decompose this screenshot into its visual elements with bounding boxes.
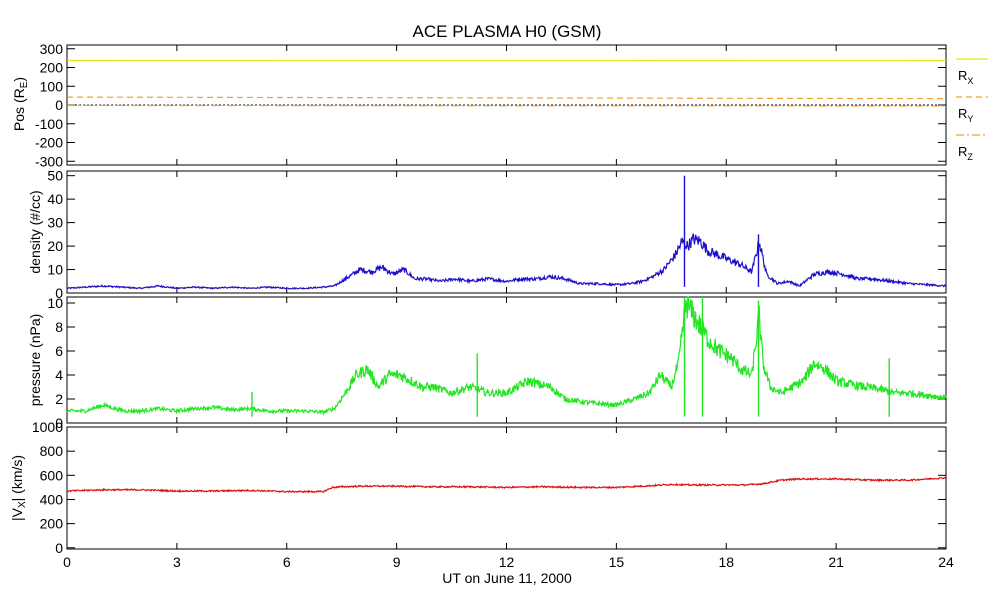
series-line--vx- — [66, 476, 947, 494]
velocity-panel: 0 200 400 600 800 1000 |VX| (km/s) — [9, 419, 947, 556]
y-tick-label: 0 — [55, 540, 63, 556]
y-tick-label: 30 — [47, 215, 63, 231]
velocity-y-axis-label: |VX| (km/s) — [9, 455, 28, 521]
y-tick-label: 6 — [55, 343, 63, 359]
y-tick-label: 2 — [55, 391, 63, 407]
chart-title: ACE PLASMA H0 (GSM) — [413, 22, 602, 41]
y-tick-label: 40 — [47, 191, 63, 207]
x-tick-label: 15 — [609, 554, 625, 570]
y-tick-label: 800 — [40, 443, 64, 459]
y-tick-label: 20 — [47, 238, 63, 254]
position-panel: 300 200 100 0 -100 -200 -300 Pos (RE) RX RY RZ — [11, 41, 988, 169]
y-tick-label: -100 — [35, 116, 63, 132]
series-line-density — [66, 233, 947, 290]
y-tick-label: 8 — [55, 319, 63, 335]
series-line-ry — [66, 96, 947, 100]
position-legend: RX RY RZ — [956, 58, 988, 162]
x-tick-label: 21 — [828, 554, 844, 570]
series-line-rz — [66, 104, 947, 107]
x-tick-label: 0 — [63, 554, 71, 570]
y-tick-label: 200 — [40, 60, 64, 76]
y-tick-label: 0 — [55, 97, 63, 113]
velocity-plot-frame — [66, 426, 947, 550]
pressure-plot-frame — [66, 296, 947, 424]
y-tick-label: 300 — [40, 41, 64, 57]
x-tick-label: 6 — [283, 554, 291, 570]
series-line-pressure — [66, 296, 947, 417]
density-y-axis-label: density (#/cc) — [27, 190, 43, 273]
pressure-panel: 0 2 4 6 8 10 pressure (nPa) — [27, 295, 947, 431]
y-tick-label: 600 — [40, 467, 64, 483]
y-tick-label: 100 — [40, 78, 64, 94]
y-tick-label: 4 — [55, 367, 63, 383]
x-axis-label: UT on June 11, 2000 — [442, 570, 572, 586]
y-tick-label: 400 — [40, 491, 64, 507]
y-tick-label: 1000 — [32, 419, 63, 435]
density-panel: 0 10 20 30 40 50 density (#/cc) — [27, 168, 947, 301]
legend-rz-label: RZ — [958, 144, 973, 162]
x-tick-label: 9 — [393, 554, 401, 570]
y-tick-label: -300 — [35, 153, 63, 169]
y-tick-label: 50 — [47, 168, 63, 184]
y-tick-label: 0 — [55, 415, 63, 431]
legend-rx-label: RX — [958, 68, 973, 86]
x-tick-label: 24 — [938, 554, 954, 570]
y-tick-label: -200 — [35, 135, 63, 151]
y-tick-label: 200 — [40, 516, 64, 532]
y-tick-label: 0 — [55, 285, 63, 301]
y-tick-label: 10 — [47, 295, 63, 311]
pressure-y-axis-label: pressure (nPa) — [27, 314, 43, 407]
x-tick-label: 12 — [499, 554, 515, 570]
legend-ry-label: RY — [958, 106, 973, 124]
x-tick-label: 18 — [718, 554, 734, 570]
y-tick-label: 10 — [47, 262, 63, 278]
position-y-axis-label: Pos (RE) — [11, 77, 30, 131]
x-tick-label: 3 — [173, 554, 181, 570]
